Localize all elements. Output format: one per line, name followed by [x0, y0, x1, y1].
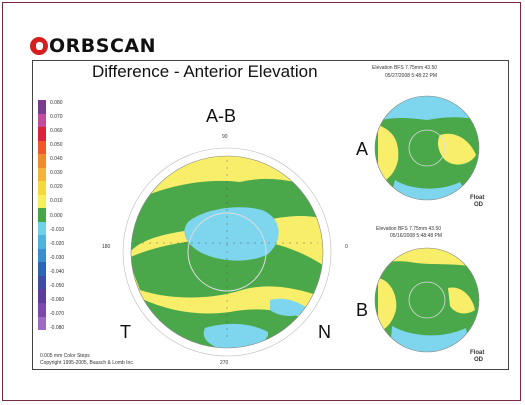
- map-a-yellow-left: [378, 125, 399, 184]
- label-map-b: B: [356, 300, 369, 320]
- cyan-top-left: [131, 160, 155, 178]
- footer-copyright: Copyright 1995-2005, Bausch & Lomb Inc.: [40, 360, 135, 366]
- scale-swatch: [38, 302, 46, 317]
- map-a-pupil: [408, 129, 446, 167]
- logo-mark-icon: [30, 37, 48, 55]
- scale-label: 0.050: [50, 142, 63, 149]
- map-a-yellow-right: [437, 133, 476, 165]
- axis-180-label: 180: [102, 244, 111, 250]
- header-elevation-main: Elevation BFS 7.75mm 43.50: [372, 65, 438, 71]
- main-map-outer-ring: [122, 147, 332, 357]
- map-b-yellow-left: [378, 278, 397, 332]
- map-b-od-label: OD: [474, 357, 483, 363]
- scale-swatch: [38, 262, 46, 276]
- cyan-center-island: [184, 207, 279, 261]
- scale-label: -0.080: [50, 325, 65, 331]
- scale-swatch: [38, 235, 46, 249]
- scale-label: -0.070: [50, 310, 65, 317]
- axis-270-label: 270: [220, 360, 229, 366]
- map-a-float-label: Float: [470, 195, 485, 201]
- logo-text: ORBSCAN: [49, 35, 156, 57]
- scale-swatch: [38, 127, 46, 141]
- map-b-rim: [374, 247, 480, 353]
- map-b-cyan-bottom: [390, 326, 470, 352]
- green-middle-band: [131, 239, 323, 300]
- orbscan-logo: ORBSCAN: [30, 35, 156, 57]
- axis-0-label: 0: [345, 244, 348, 250]
- scale-label: 0.020: [50, 184, 63, 191]
- pupil-circle: [187, 212, 267, 292]
- scale-label: 0.000: [50, 212, 63, 219]
- scale-label: 0.040: [50, 156, 63, 163]
- scale-label: 0.060: [50, 128, 63, 135]
- window-frame: [2, 2, 521, 401]
- map-b-pupil: [408, 281, 446, 319]
- main-map-rim: [130, 155, 324, 349]
- map-a-rim: [374, 95, 480, 201]
- scale-label: 0.080: [50, 100, 63, 106]
- cyan-bottom: [203, 323, 269, 348]
- map-b-yellow-right: [448, 287, 475, 314]
- scale-label: -0.020: [50, 240, 65, 247]
- color-scale-labels: 0.080 0.070 0.060 0.050 0.040 0.030 0.020 0.010…: [50, 101, 90, 331]
- scale-swatch: [38, 275, 46, 290]
- label-map-a: A: [356, 139, 369, 159]
- map-a-fill: [375, 96, 479, 200]
- scale-label: 0.030: [50, 170, 63, 177]
- scale-swatch: [38, 154, 46, 168]
- main-map-fill: [131, 156, 323, 348]
- scale-swatch: [38, 194, 46, 209]
- header-date-main: 05/27/2008 5:48:22 PM: [385, 73, 437, 79]
- map-b-header-elevation: Elevation BFS 7.75mm 43.50: [376, 226, 442, 232]
- label-nasal: N: [318, 322, 331, 342]
- label-a-b: A-B: [206, 106, 237, 126]
- map-b-fill: [375, 248, 479, 352]
- scale-label: -0.030: [50, 254, 65, 261]
- scale-label: -0.060: [50, 296, 65, 303]
- scale-swatch: [38, 167, 46, 182]
- axis-90-label: 90: [222, 134, 228, 140]
- map-b-float-label: Float: [470, 350, 485, 356]
- scale-swatch: [38, 316, 46, 331]
- scale-label: -0.050: [50, 282, 65, 289]
- page-title: Difference - Anterior Elevation: [92, 62, 318, 81]
- scale-swatch: [38, 113, 46, 128]
- scale-swatch: [38, 221, 46, 236]
- scale-label: 0.070: [50, 114, 63, 121]
- scale-swatch: [38, 248, 46, 263]
- cyan-right: [270, 298, 310, 316]
- scale-swatch: [38, 289, 46, 303]
- footer-color-steps: 0.005 mm Color Steps: [40, 353, 90, 359]
- scale-label: -0.040: [50, 268, 65, 275]
- scale-label: -0.010: [50, 226, 65, 233]
- map-a-od-label: OD: [474, 202, 483, 208]
- scale-swatch: [38, 100, 46, 114]
- scale-swatch: [38, 181, 46, 195]
- scale-swatch: [38, 140, 46, 155]
- scale-label: 0.010: [50, 198, 63, 205]
- map-b-header-date: 05/16/2008 5:48:48 PM: [390, 233, 442, 239]
- label-temporal: T: [120, 322, 131, 342]
- color-scale-bar: [38, 100, 46, 331]
- scale-swatch: [38, 208, 46, 222]
